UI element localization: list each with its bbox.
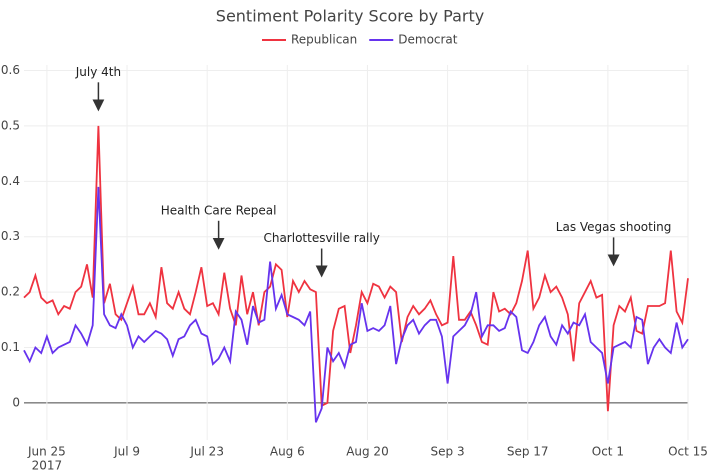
x-tick-label: Oct 15 [668,445,707,459]
legend-label: Democrat [398,33,458,47]
y-tick-label: 0.1 [1,340,20,354]
annotation-text: Charlottesville rally [263,231,379,245]
line-series [23,125,689,412]
legend-label: Republican [291,33,357,47]
x-tick-label: Jul 23 [189,445,224,459]
annotation-text: July 4th [75,65,121,79]
x-tick-label: Aug 6 [270,445,305,459]
chart-title: Sentiment Polarity Score by Party [216,7,484,26]
y-tick-label: 0.3 [1,229,20,243]
annotation-text: Las Vegas shooting [556,220,672,234]
x-tick-label: Sep 3 [431,445,465,459]
y-tick-label: 0.6 [1,63,20,77]
y-tick-label: 0 [12,395,20,409]
x-tick-label: Jun 25 [27,445,66,459]
x-year-label: 2017 [32,459,63,473]
y-tick-label: 0.5 [1,118,20,132]
x-tick-label: Oct 1 [592,445,624,459]
x-tick-label: Jul 9 [113,445,140,459]
line-series [23,186,689,423]
x-tick-label: Aug 20 [346,445,389,459]
x-tick-label: Sep 17 [507,445,549,459]
annotation-text: Health Care Repeal [161,203,277,217]
y-tick-label: 0.2 [1,285,20,299]
y-tick-label: 0.4 [1,174,20,188]
